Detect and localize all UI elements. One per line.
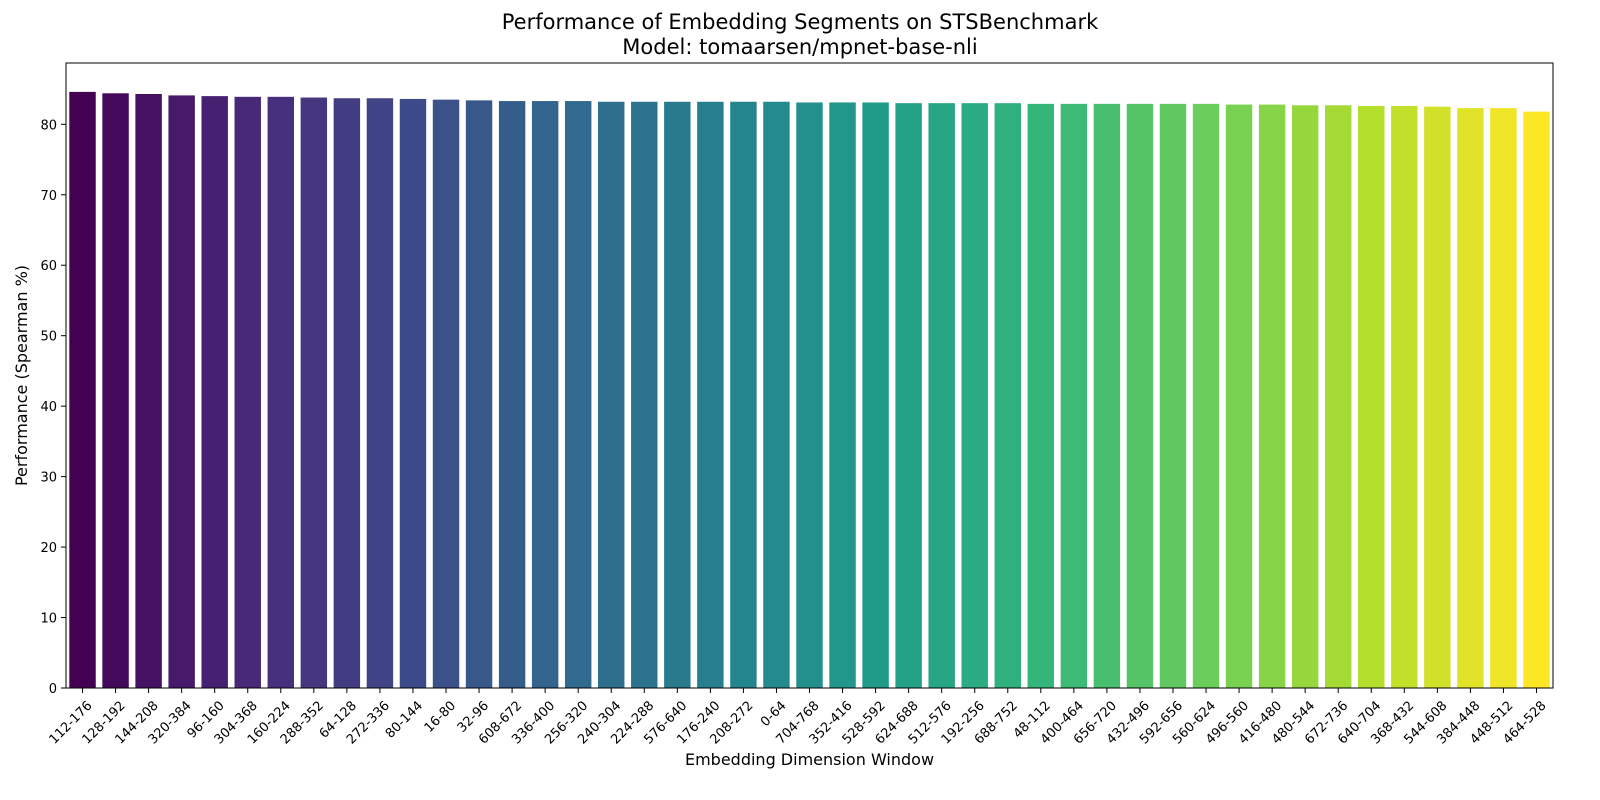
x-tick-label: 16-80 (422, 698, 459, 735)
bar-416-480 (1258, 104, 1286, 689)
bar-512-576 (928, 103, 955, 689)
bar-352-416 (829, 102, 856, 688)
bars-group (69, 91, 1550, 689)
bar-672-736 (1324, 105, 1352, 688)
bar-592-656 (1159, 103, 1187, 688)
y-tick-label: 30 (40, 471, 57, 486)
y-tick-label: 60 (40, 259, 57, 274)
bar-192-256 (961, 103, 988, 689)
y-tick-label: 40 (40, 400, 57, 415)
bar-112-176 (69, 91, 96, 688)
bar-400-464 (1060, 103, 1088, 688)
bar-48-112 (1027, 103, 1055, 688)
bar-288-352 (300, 97, 328, 689)
bar-480-544 (1291, 105, 1319, 688)
bar-640-704 (1358, 105, 1385, 689)
bar-384-448 (1457, 108, 1484, 688)
bar-224-288 (631, 101, 658, 689)
plot-frame (65, 62, 1554, 689)
bar-496-560 (1225, 104, 1253, 689)
bar-368-432 (1391, 105, 1418, 689)
bar-176-240 (697, 101, 724, 689)
y-tick-label: 50 (40, 330, 57, 345)
y-tick-label: 0 (49, 682, 57, 697)
y-tick-label: 80 (40, 118, 57, 133)
bar-128-192 (102, 93, 129, 688)
bar-528-592 (862, 102, 889, 688)
bar-336-400 (531, 101, 559, 688)
bar-448-512 (1490, 108, 1517, 688)
bar-16-80 (432, 99, 460, 688)
bar-432-496 (1126, 103, 1154, 688)
bar-320-384 (168, 95, 195, 689)
y-axis-label: Performance (Spearman %) (12, 265, 31, 486)
bar-576-640 (664, 101, 691, 689)
x-axis-label: Embedding Dimension Window (685, 750, 934, 769)
bar-656-720 (1093, 103, 1121, 688)
bar-80-144 (399, 98, 427, 689)
bar-32-96 (465, 100, 493, 689)
bar-64-128 (333, 98, 361, 688)
chart-subtitle: Model: tomaarsen/mpnet-base-nli (622, 35, 978, 59)
bar-608-672 (498, 101, 526, 688)
bar-96-160 (201, 96, 228, 688)
y-tick-label: 10 (40, 612, 57, 627)
bar-208-272 (730, 101, 757, 689)
bar-464-528 (1523, 111, 1550, 688)
bar-272-336 (366, 98, 394, 688)
bar-704-768 (796, 102, 823, 688)
bar-688-752 (994, 103, 1021, 689)
y-axis: 0 10 20 30 40 50 60 70 80 (40, 118, 66, 697)
bar-560-624 (1192, 103, 1220, 688)
bar-160-224 (267, 96, 295, 688)
chart-title: Performance of Embedding Segments on STS… (501, 10, 1099, 34)
x-tick-label: 80-144 (383, 698, 426, 741)
y-tick-label: 20 (40, 541, 57, 556)
bar-304-368 (234, 96, 261, 688)
y-tick-label: 70 (40, 189, 57, 204)
bar-0-64 (763, 101, 790, 689)
bar-256-320 (564, 101, 592, 688)
x-axis: 112-176128-192144-208320-38496-160304-36… (47, 688, 1550, 747)
bar-144-208 (135, 94, 162, 689)
bar-624-688 (895, 103, 922, 689)
bar-240-304 (598, 101, 625, 689)
bar-544-608 (1424, 106, 1451, 688)
